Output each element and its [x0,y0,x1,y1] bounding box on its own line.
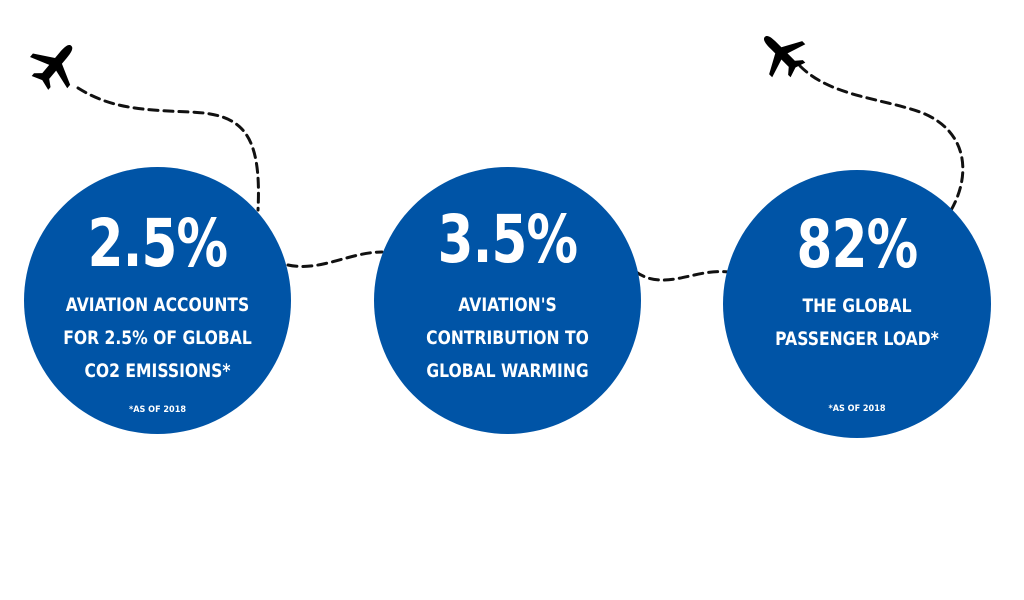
stat-description-line: CO2 emissions* [84,360,231,382]
stat-description-line: Aviation accounts [65,294,250,316]
stat-value: 2.5% [87,205,228,282]
flight-path-connector-2 [634,270,730,282]
stat-footnote: *As of 2018 [828,404,886,414]
stat-circle-warming: 3.5% Aviation's contribution to global w… [374,167,641,434]
stat-description-line: passenger load* [775,328,939,350]
flight-path-connector-1 [286,250,384,268]
stat-footnote: *As of 2018 [129,405,186,415]
stat-description-line: Aviation's [458,294,557,316]
stat-description-line: contribution to [426,327,589,349]
stat-description-line: The global [802,295,912,317]
stat-circle-emissions: 2.5% Aviation accounts for 2.5% of globa… [24,167,291,434]
stat-circle-passenger-load: 82% The global passenger load* *As of 20… [723,170,991,438]
flight-path-left [76,86,260,212]
airplane-icon [30,45,73,90]
stat-description-line: global warming [426,360,589,382]
stat-value: 82% [796,206,919,283]
flight-path-right [798,64,965,214]
stat-value: 3.5% [437,201,578,278]
stat-description-line: for 2.5% of global [63,327,252,349]
airplane-icon [763,35,806,78]
